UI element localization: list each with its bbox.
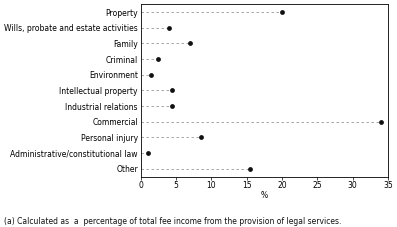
Point	[155, 57, 162, 61]
Point	[247, 167, 253, 170]
Point	[148, 73, 154, 76]
Point	[187, 42, 193, 45]
X-axis label: %: %	[261, 191, 268, 200]
Point	[166, 26, 172, 30]
Point	[169, 104, 175, 108]
Point	[378, 120, 384, 123]
Point	[198, 136, 204, 139]
Point	[279, 10, 285, 14]
Text: (a) Calculated as  a  percentage of total fee income from the provision of legal: (a) Calculated as a percentage of total …	[4, 217, 341, 226]
Point	[145, 151, 151, 155]
Point	[169, 89, 175, 92]
